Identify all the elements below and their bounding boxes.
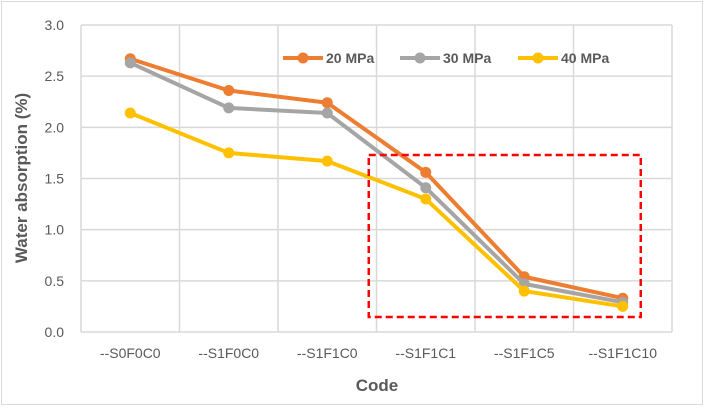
y-axis-label: Water absorption (%) xyxy=(12,93,31,263)
legend-label: 30 MPa xyxy=(443,50,491,66)
data-point xyxy=(420,166,432,178)
x-tick-label: --S1F1C0 xyxy=(297,345,358,361)
data-point xyxy=(420,182,432,194)
data-point xyxy=(124,57,136,69)
y-tick-label: 0.5 xyxy=(45,273,65,289)
data-point xyxy=(420,193,432,205)
legend-label: 40 MPa xyxy=(561,50,609,66)
data-point xyxy=(124,107,136,119)
x-axis-label: Code xyxy=(356,376,399,395)
y-tick-label: 1.5 xyxy=(45,171,65,187)
x-tick-label: --S1F0C0 xyxy=(198,345,259,361)
data-point xyxy=(223,147,235,159)
legend-marker xyxy=(414,52,426,64)
data-point xyxy=(617,300,629,312)
y-tick-label: 1.0 xyxy=(45,222,65,238)
data-point xyxy=(321,155,333,167)
x-tick-label: --S0F0C0 xyxy=(100,345,161,361)
x-tick-label: --S1F1C10 xyxy=(589,345,658,361)
data-point xyxy=(321,97,333,109)
series-line-20-mpa xyxy=(129,56,624,301)
data-point xyxy=(223,102,235,114)
series-line-30-mpa xyxy=(129,61,624,305)
data-point xyxy=(518,285,530,297)
legend-label: 20 MPa xyxy=(326,50,374,66)
data-point xyxy=(321,107,333,119)
legend-marker xyxy=(532,52,544,64)
data-point xyxy=(223,84,235,96)
highlight-box xyxy=(367,153,642,319)
x-tick-label: --S1F1C5 xyxy=(494,345,555,361)
y-tick-label: 3.0 xyxy=(45,17,65,33)
y-tick-label: 0.0 xyxy=(45,324,65,340)
legend-marker xyxy=(297,52,309,64)
y-tick-label: 2.5 xyxy=(45,68,65,84)
y-tick-label: 2.0 xyxy=(45,119,65,135)
x-tick-label: --S1F1C1 xyxy=(395,345,456,361)
series-line-40-mpa xyxy=(129,111,624,309)
